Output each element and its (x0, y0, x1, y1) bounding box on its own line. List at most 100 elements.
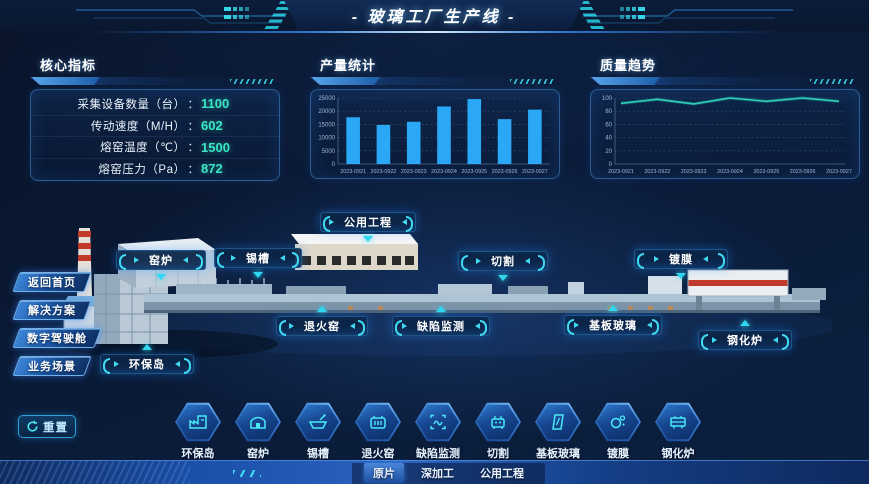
process-item-annealing[interactable]: 退火窑 (348, 402, 408, 461)
quality-chart: 0 20 40 60 80 100 2023-0921 2023-0922 2023-0923 2… (590, 89, 860, 179)
scene-label-annealing[interactable]: 退火窑 (276, 306, 368, 336)
pointer-down-icon (156, 274, 166, 285)
pill-arrow-glyph (402, 323, 410, 329)
nav-button-home[interactable]: 返回首页 (12, 272, 92, 292)
svg-text:2023-0923: 2023-0923 (401, 169, 427, 175)
header-bar: - 玻璃工厂生产线 - (0, 0, 869, 34)
pill-arrow-glyph (329, 219, 337, 225)
svg-text:20000: 20000 (318, 109, 335, 115)
page-title: - 玻璃工厂生产线 - (351, 9, 517, 26)
pill-arrow-glyph (472, 323, 480, 329)
pill-arrow-glyph (399, 219, 407, 225)
svg-text:2023-0927: 2023-0927 (522, 169, 548, 175)
process-item-tempering[interactable]: 钢化炉 (648, 402, 708, 461)
bottom-bar: 原片 深加工 公用工程 (0, 460, 869, 484)
metric-separator: ： (187, 163, 200, 176)
process-item-label: 缺陷监测 (416, 448, 460, 460)
pointer-up-icon (142, 339, 152, 350)
svg-text:10000: 10000 (318, 136, 335, 142)
pointer-down-icon (676, 273, 686, 284)
pill-arrow-glyph (644, 322, 652, 328)
coating-icon (610, 415, 626, 429)
pointer-up-icon (608, 300, 618, 311)
scene-label-defect[interactable]: 缺陷监测 (392, 306, 490, 336)
metric-value: 1100 (201, 96, 230, 112)
bottom-bar-ticks (233, 470, 261, 477)
metric-row: 传动速度（M/H） ： 602 (31, 114, 279, 137)
pill-arrow-glyph (289, 323, 297, 329)
scene-label-tin-bath[interactable]: 锡槽 (214, 248, 302, 278)
pointer-down-icon (498, 275, 508, 286)
process-item-tin-bath[interactable]: 锡槽 (288, 402, 348, 461)
pill-arrow-glyph (522, 258, 530, 264)
svg-text:2023-0924: 2023-0924 (431, 169, 457, 175)
pointer-up-icon (436, 301, 446, 312)
core-indicators-header-bar (30, 77, 280, 85)
process-item-label: 切割 (487, 448, 509, 460)
tin-bath-icon (308, 414, 328, 429)
hexagon-badge (535, 402, 581, 442)
metric-value: 872 (201, 161, 223, 177)
process-item-coating[interactable]: 镀膜 (588, 402, 648, 461)
scene-label-utility[interactable]: 公用工程 (320, 212, 416, 242)
tab-raw-sheet[interactable]: 原片 (364, 463, 404, 483)
svg-text:80: 80 (605, 109, 612, 115)
scene-label-substrate[interactable]: 基板玻璃 (564, 305, 662, 335)
scene-label-text: 切割 (491, 256, 515, 268)
svg-text:15000: 15000 (318, 122, 335, 128)
svg-text:2023-0925: 2023-0925 (753, 169, 779, 175)
nav-button-digital-cockpit[interactable]: 数字驾驶舱 (12, 328, 102, 348)
process-item-label: 镀膜 (607, 448, 629, 460)
nav-button-solutions[interactable]: 解决方案 (12, 300, 92, 320)
substrate-icon (552, 414, 564, 430)
process-icon-bar: 环保岛 窑炉 锡槽 (168, 402, 708, 461)
pill-arrow-glyph (654, 256, 662, 262)
pill-arrow-glyph (231, 255, 239, 261)
tab-deep-processing[interactable]: 深加工 (421, 468, 454, 480)
svg-text:2023-0921: 2023-0921 (608, 169, 634, 175)
scene-label-text: 公用工程 (344, 217, 392, 229)
process-item-label: 窑炉 (247, 448, 269, 460)
svg-text:0: 0 (609, 162, 613, 168)
process-item-cutting[interactable]: 切割 (468, 402, 528, 461)
svg-text:0: 0 (332, 162, 336, 168)
tab-utility-engineering[interactable]: 公用工程 (480, 468, 524, 480)
process-item-defect[interactable]: 缺陷监测 (408, 402, 468, 461)
scene-label-tempering[interactable]: 钢化炉 (698, 320, 792, 350)
metric-value: 602 (201, 118, 223, 134)
title-plate: - 玻璃工厂生产线 - (284, 0, 584, 30)
pill-arrow-glyph (172, 361, 180, 367)
scene-label-text: 基板玻璃 (589, 320, 637, 332)
scene-label-coating[interactable]: 镀膜 (634, 249, 728, 279)
svg-text:2023-0923: 2023-0923 (681, 169, 707, 175)
scene-label-text: 缺陷监测 (417, 321, 465, 333)
process-item-label: 锡槽 (307, 448, 329, 460)
quality-header-bar (590, 77, 860, 85)
process-item-eco-island[interactable]: 环保岛 (168, 402, 228, 461)
process-item-substrate[interactable]: 基板玻璃 (528, 402, 588, 461)
reset-button[interactable]: 重置 (18, 415, 76, 438)
svg-text:2023-0926: 2023-0926 (492, 169, 518, 175)
header-circuit-right (583, 7, 793, 24)
core-indicators-title: 核心指标 (40, 58, 97, 73)
svg-text:2023-0922: 2023-0922 (644, 169, 670, 175)
pointer-up-icon (317, 301, 327, 312)
nav-button-business-scenes[interactable]: 业务场景 (12, 356, 92, 376)
svg-text:2023-0925: 2023-0925 (461, 169, 487, 175)
process-item-label: 环保岛 (181, 448, 215, 460)
refresh-icon (27, 420, 38, 432)
reset-button-label: 重置 (43, 421, 68, 434)
scene-label-cutting[interactable]: 切割 (458, 251, 548, 281)
kiln-icon (250, 416, 266, 429)
process-item-label: 基板玻璃 (536, 448, 580, 460)
hexagon-badge (235, 402, 281, 442)
production-chart: 0 5000 10000 15000 20000 25000 2023-0921 2023-0… (310, 89, 560, 179)
svg-text:2023-0921: 2023-0921 (340, 169, 366, 175)
production-header-bar (310, 77, 560, 85)
process-item-kiln[interactable]: 窑炉 (228, 402, 288, 461)
bottom-bar-stripes (0, 461, 190, 484)
nav-button-label: 解决方案 (28, 305, 76, 317)
scene-label-kiln[interactable]: 窑炉 (116, 250, 206, 280)
scene-label-eco-island[interactable]: 环保岛 (100, 344, 194, 374)
